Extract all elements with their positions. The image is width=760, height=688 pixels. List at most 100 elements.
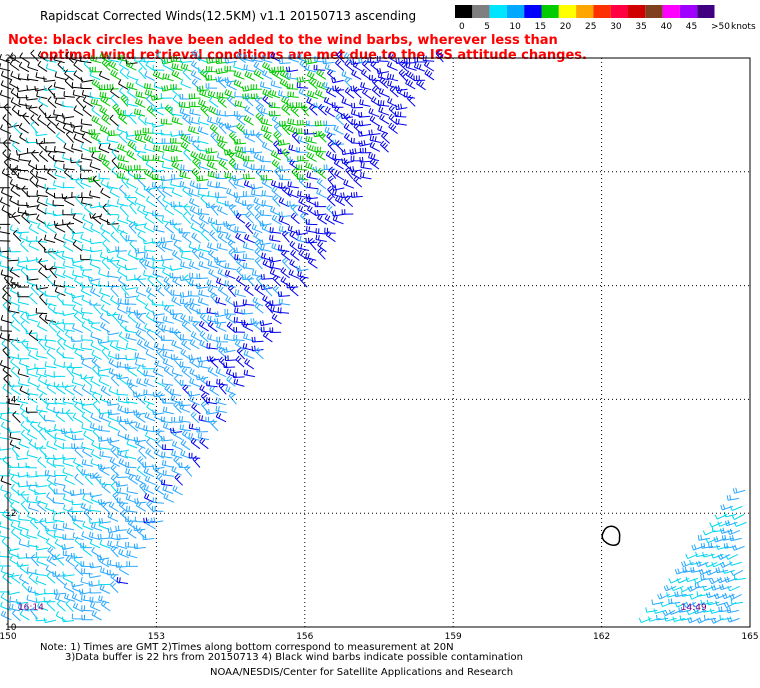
- wind-barb: [138, 58, 147, 71]
- wind-barb: [45, 187, 56, 198]
- wind-barb: [298, 87, 310, 98]
- wind-barb: [150, 94, 164, 101]
- wind-barb: [244, 233, 255, 244]
- legend-label: 30: [610, 22, 622, 32]
- wind-barb: [254, 257, 263, 270]
- wind-barb: [179, 361, 191, 369]
- wind-barb: [118, 131, 128, 144]
- wind-barb: [112, 103, 121, 116]
- wind-barb: [101, 58, 111, 71]
- wind-barb: [278, 215, 290, 226]
- wind-barb: [206, 342, 218, 350]
- wind-barb: [711, 526, 724, 533]
- wind-barb: [314, 201, 327, 208]
- wind-barb: [280, 276, 291, 288]
- wind-barb: [309, 103, 318, 116]
- wind-barb: [332, 85, 345, 92]
- wind-barb: [28, 223, 39, 235]
- wind-barb: [91, 115, 102, 126]
- wind-barb: [344, 59, 354, 72]
- wind-barb: [81, 614, 93, 621]
- wind-barb: [71, 257, 84, 264]
- wind-barb: [80, 173, 92, 180]
- wind-barb: [90, 278, 102, 288]
- wind-barb: [161, 242, 173, 252]
- wind-barb: [99, 478, 111, 486]
- wind-barb: [0, 551, 11, 558]
- wind-barb: [28, 292, 38, 305]
- wind-barb: [92, 175, 102, 188]
- wind-barb: [142, 206, 155, 215]
- wind-barb: [314, 120, 327, 127]
- wind-barb: [399, 59, 408, 72]
- wind-barb: [371, 85, 381, 98]
- wind-barb: [678, 606, 691, 613]
- wind-barb: [152, 261, 164, 269]
- wind-barb: [340, 113, 353, 119]
- legend-label: 15: [535, 22, 546, 32]
- wind-barb: [53, 307, 65, 315]
- wind-barb: [89, 587, 102, 594]
- wind-barb: [242, 85, 255, 92]
- wind-barb: [21, 410, 31, 422]
- wind-barb: [271, 159, 282, 171]
- wind-barb: [62, 260, 75, 269]
- wind-barb: [126, 439, 138, 449]
- wind-barb: [687, 617, 700, 624]
- wind-barb: [36, 556, 48, 566]
- x-tick-label: 162: [593, 632, 610, 642]
- wind-barb: [252, 296, 264, 307]
- wind-barb: [189, 297, 201, 307]
- wind-barb: [160, 93, 173, 99]
- wind-barb: [216, 259, 227, 269]
- wind-barb: [306, 70, 318, 82]
- wind-barb: [162, 60, 174, 71]
- wind-barb: [261, 69, 273, 80]
- wind-barb: [62, 571, 75, 577]
- wind-barb: [144, 143, 156, 153]
- wind-barb: [179, 424, 192, 432]
- wind-barb: [726, 607, 739, 614]
- wind-barb: [305, 219, 318, 226]
- wind-barb: [277, 307, 290, 314]
- wind-barb: [188, 93, 201, 100]
- wind-barb: [65, 51, 74, 64]
- wind-barb: [648, 616, 661, 622]
- wind-barb: [270, 150, 282, 161]
- wind-barb: [110, 69, 121, 81]
- wind-barb: [135, 78, 146, 89]
- wind-barb: [136, 312, 146, 325]
- wind-barb: [74, 401, 84, 414]
- wind-barb: [47, 96, 57, 109]
- wind-barb: [134, 352, 146, 360]
- wind-barb: [36, 196, 48, 207]
- wind-barb: [127, 311, 137, 324]
- wind-barb: [100, 187, 111, 199]
- wind-barb: [709, 521, 722, 528]
- wind-barb: [190, 222, 202, 233]
- wind-barb: [144, 89, 157, 98]
- wind-barb: [81, 605, 93, 612]
- wind-barb: [30, 121, 39, 134]
- wind-barb: [117, 298, 129, 306]
- wind-barb: [53, 359, 65, 369]
- wind-barb: [693, 608, 707, 615]
- wind-barb: [80, 265, 93, 271]
- wind-barb: [169, 309, 182, 316]
- y-tick-label: 14: [5, 395, 17, 405]
- wind-barb: [324, 106, 335, 118]
- wind-barb: [0, 476, 12, 486]
- wind-barb: [125, 235, 138, 242]
- wind-barb: [325, 231, 336, 243]
- wind-barb: [28, 241, 40, 251]
- wind-barb: [360, 162, 372, 170]
- wind-barb: [116, 124, 128, 134]
- wind-barb: [7, 351, 20, 360]
- wind-barb: [233, 179, 245, 188]
- wind-barb: [99, 106, 110, 117]
- chart-title: Rapidscat Corrected Winds(12.5KM) v1.1 2…: [40, 9, 417, 23]
- wind-barb: [87, 276, 101, 282]
- wind-barb: [171, 339, 183, 350]
- wind-barb: [235, 232, 246, 244]
- wind-barb: [0, 89, 11, 99]
